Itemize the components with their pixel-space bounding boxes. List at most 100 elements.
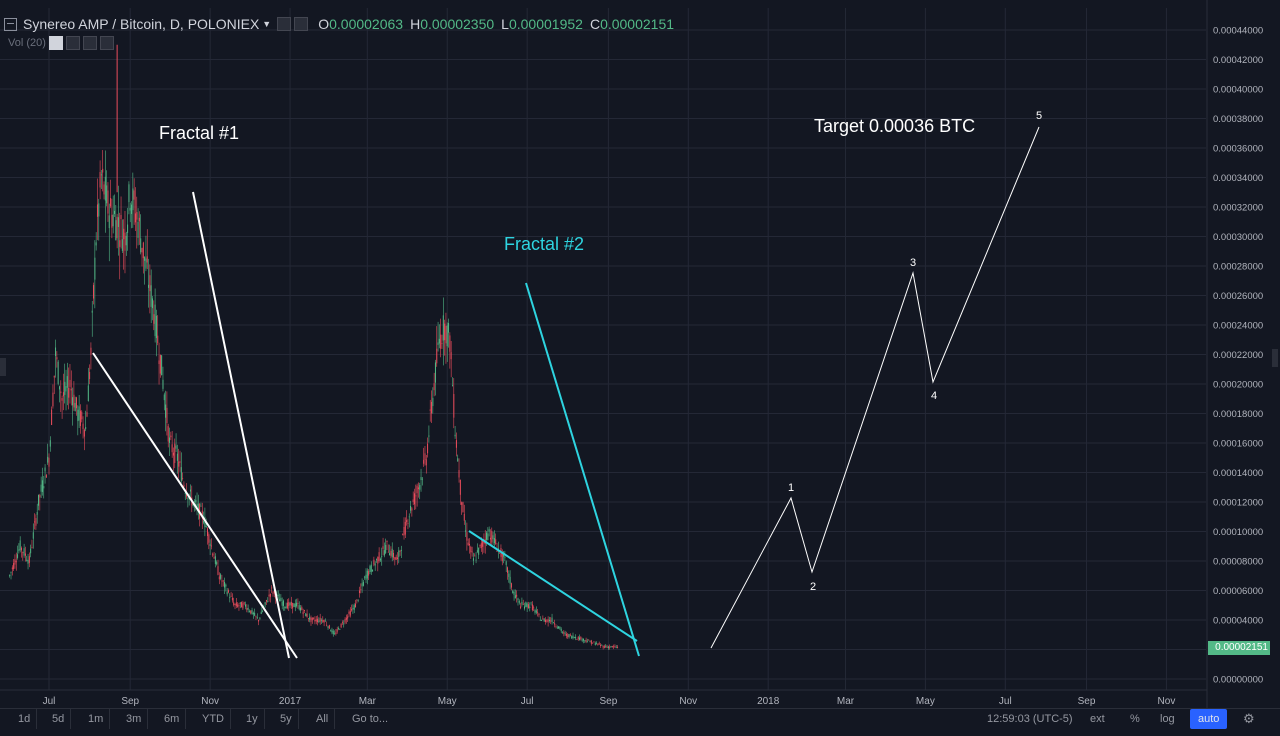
candle-body bbox=[432, 397, 434, 407]
candle-body bbox=[125, 235, 127, 246]
candle-body bbox=[302, 611, 304, 615]
candle-body bbox=[407, 523, 409, 524]
candle-body bbox=[224, 581, 226, 588]
percent-toggle[interactable]: % bbox=[1130, 713, 1140, 725]
close-icon[interactable] bbox=[99, 36, 114, 50]
candle-body bbox=[433, 383, 435, 391]
candle-body bbox=[508, 573, 510, 577]
timeframe-1d[interactable]: 1d bbox=[12, 709, 38, 729]
candle-body bbox=[353, 605, 355, 610]
candle-body bbox=[26, 559, 28, 561]
candle-body bbox=[49, 440, 51, 447]
timeframe-ytd[interactable]: YTD bbox=[196, 709, 231, 729]
candle-body bbox=[465, 530, 467, 532]
candle-body bbox=[413, 493, 415, 505]
candle-body bbox=[243, 602, 245, 604]
log-toggle[interactable]: log bbox=[1160, 713, 1175, 725]
price-chart[interactable]: Fractal #1 Fractal #2 Target 0.00036 BTC… bbox=[0, 0, 1280, 708]
candle-body bbox=[513, 591, 515, 595]
candle-body bbox=[70, 388, 72, 391]
plus-icon[interactable] bbox=[82, 36, 97, 50]
gear-icon[interactable]: ⚙ bbox=[1243, 711, 1255, 726]
candle-body bbox=[611, 646, 613, 647]
timeframe-all[interactable]: All bbox=[310, 709, 336, 729]
candle-body bbox=[318, 620, 320, 622]
candle-body bbox=[577, 636, 579, 640]
candle-body bbox=[343, 623, 345, 625]
candle-body bbox=[292, 602, 294, 609]
gear-icon[interactable] bbox=[65, 36, 80, 50]
timeframe-1m[interactable]: 1m bbox=[82, 709, 111, 729]
left-scroll-handle[interactable] bbox=[0, 358, 6, 376]
candle-body bbox=[107, 190, 109, 214]
eye-icon[interactable] bbox=[48, 36, 63, 50]
candle-body bbox=[307, 618, 309, 619]
time-tick-label: Sep bbox=[121, 696, 139, 707]
candle-body bbox=[184, 492, 186, 494]
candle-body bbox=[507, 567, 508, 573]
candle-body bbox=[402, 534, 404, 536]
candle-body bbox=[10, 572, 12, 573]
compare-icon[interactable] bbox=[294, 17, 309, 31]
timeframe-5y[interactable]: 5y bbox=[274, 709, 299, 729]
collapse-icon[interactable] bbox=[4, 17, 17, 31]
candle-body bbox=[606, 646, 608, 648]
candle-body bbox=[69, 379, 71, 387]
candle-body bbox=[374, 563, 376, 566]
candle-body bbox=[169, 437, 171, 443]
time-axis[interactable]: Jul Sep Nov 2017 Mar May Jul Sep Nov 2018 Mar May Ju… bbox=[0, 689, 1207, 707]
candle-body bbox=[541, 620, 543, 621]
candle-body bbox=[458, 470, 460, 478]
candle-body bbox=[61, 398, 63, 401]
candle-body bbox=[441, 342, 443, 344]
ext-toggle[interactable]: ext bbox=[1090, 713, 1105, 725]
candle-body bbox=[544, 619, 546, 623]
volume-label[interactable]: Vol (20) bbox=[8, 37, 46, 49]
price-tick-label: 0.00014000 bbox=[1213, 468, 1263, 479]
candle-body bbox=[76, 397, 78, 409]
timeframe-5d[interactable]: 5d bbox=[46, 709, 72, 729]
candle-body bbox=[613, 646, 615, 648]
candle-body bbox=[23, 548, 25, 556]
right-scroll-handle[interactable] bbox=[1272, 349, 1278, 367]
symbol-title[interactable]: Synereo AMP / Bitcoin, D, POLONIEX bbox=[23, 16, 260, 32]
candle-body bbox=[121, 239, 123, 251]
candle-body bbox=[614, 646, 616, 647]
timeframe-3m[interactable]: 3m bbox=[120, 709, 149, 729]
candle-body bbox=[317, 618, 319, 623]
candle-body bbox=[331, 629, 333, 633]
candle-body bbox=[429, 409, 431, 411]
clock-display[interactable]: 12:59:03 (UTC-5) bbox=[987, 713, 1073, 725]
candle-body bbox=[487, 533, 489, 541]
timeframe-6m[interactable]: 6m bbox=[158, 709, 187, 729]
candle-body bbox=[195, 499, 197, 503]
candle-body bbox=[339, 629, 341, 630]
candle-body bbox=[462, 502, 464, 512]
candle-body bbox=[585, 639, 587, 642]
goto-button[interactable]: Go to... bbox=[352, 713, 389, 725]
candle-body bbox=[568, 633, 570, 638]
candle-body bbox=[610, 646, 612, 648]
chevron-down-icon[interactable]: ▼ bbox=[262, 19, 272, 29]
candle-body bbox=[79, 410, 81, 426]
candle-body bbox=[138, 217, 140, 222]
auto-toggle[interactable]: auto bbox=[1190, 709, 1228, 729]
candle-body bbox=[209, 543, 211, 547]
candle-body bbox=[503, 553, 505, 557]
candle-body bbox=[123, 228, 125, 240]
candle-body bbox=[170, 435, 172, 438]
price-axis[interactable]: 0.000000000.000020000.000040000.00006000… bbox=[1206, 0, 1263, 708]
open-key: O bbox=[318, 16, 330, 32]
candle-body bbox=[62, 392, 64, 397]
candle-body bbox=[96, 204, 98, 217]
candle-body bbox=[579, 637, 581, 640]
settings-icon[interactable] bbox=[277, 17, 292, 31]
candle-body bbox=[427, 443, 429, 454]
candle-body bbox=[197, 503, 199, 511]
candle-body bbox=[358, 590, 360, 594]
candle-body bbox=[389, 553, 391, 556]
timeframe-1y[interactable]: 1y bbox=[240, 709, 265, 729]
candle-body bbox=[132, 188, 134, 211]
candle-body bbox=[182, 477, 184, 479]
candle-body bbox=[351, 608, 353, 611]
